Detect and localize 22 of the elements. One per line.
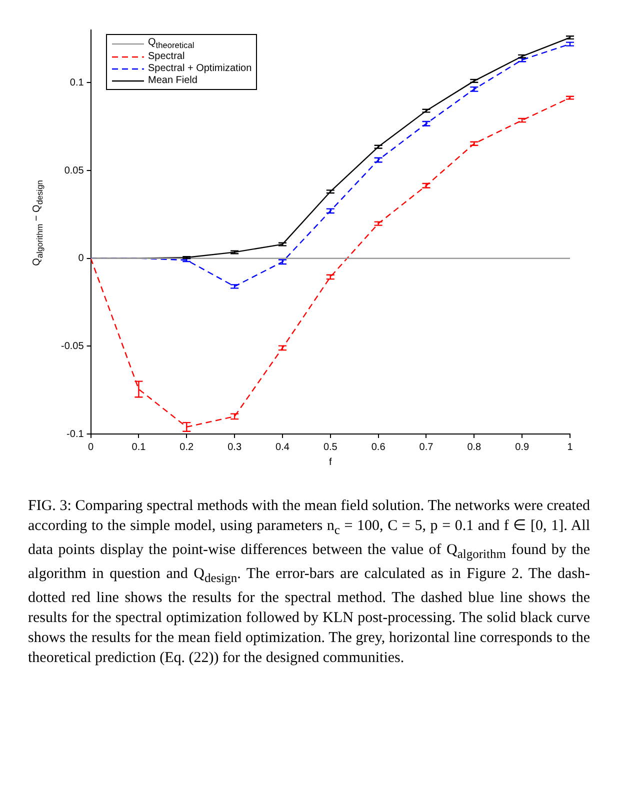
legend-label: Q$_{theoretical}$	[148, 37, 194, 51]
x-tick-label: 0.4	[276, 442, 290, 453]
x-tick-label: 0.2	[180, 442, 194, 453]
x-tick-label: 0.5	[323, 442, 338, 453]
legend-label: Spectral	[148, 51, 185, 63]
y-tick-label: -0.05	[60, 340, 84, 352]
y-tick-label: -0.1	[66, 428, 84, 440]
x-tick-label: 0.8	[467, 442, 482, 453]
x-tick-label: 0.3	[228, 442, 242, 453]
x-tick-label: 0.9	[515, 442, 530, 453]
x-tick-label: 0.7	[419, 442, 434, 453]
legend-label: Spectral + Optimization	[148, 63, 252, 75]
y-tick-label: 0.05	[64, 165, 84, 176]
x-axis-title: f	[329, 456, 332, 468]
x-tick-label: 0	[88, 442, 94, 453]
y-tick-label: 0.1	[70, 77, 84, 88]
text: FIG. 3: Comparing spectral methods with the mean field solution. The networks were created according to the simple model, using parameters n$_{c}$ = 100, C = 5, p = 0.1 and f ∈ [0, 1]. All data points display the point-wise differences between the value of Q$_{algorithm}$ found by the algorithm in question and Q$_{design}$. The error-bars are calculated as in Figure 2. The dash-dotted red line shows the results for the spectral method. The dashed blue line shows the results for the spectral optimization followed by KLN post-processing. The solid black curve shows the results for the mean field optimization. The grey, horizontal line corresponds to the theoretical prediction (Eq. (22)) for the designed communities.	[28, 498, 590, 666]
x-tick-label: 0.1	[132, 442, 146, 453]
x-tick-label: 0.6	[371, 442, 386, 453]
y-tick-label: 0	[78, 253, 84, 264]
legend-label: Mean Field	[148, 75, 198, 87]
x-tick-label: 1	[567, 442, 574, 453]
